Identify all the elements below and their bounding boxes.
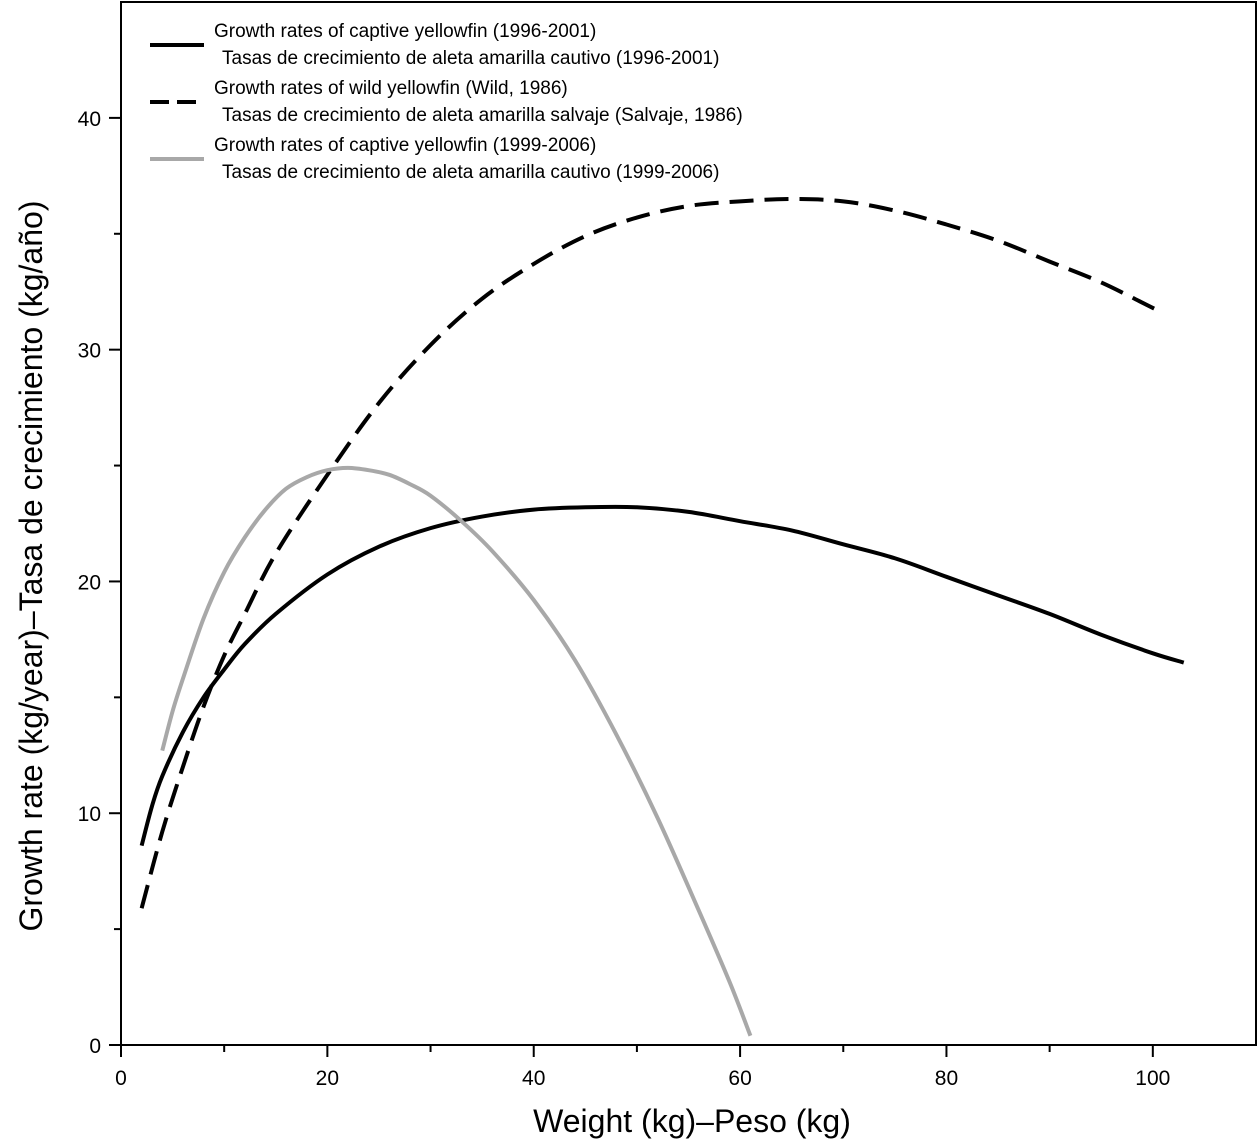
legend-label-en-3: Growth rates of captive yellowfin (1999-… <box>214 135 596 156</box>
y-axis-ticks: 0 10 20 30 40 <box>78 108 121 1058</box>
plot-area-frame <box>120 1 1257 1046</box>
y-tick-label: 30 <box>78 340 101 363</box>
legend-label-en-2: Growth rates of wild yellowfin (Wild, 19… <box>214 78 568 99</box>
series-lines <box>139 197 1185 1037</box>
x-tick-label: 40 <box>522 1067 545 1090</box>
x-tick-label: 20 <box>316 1067 339 1090</box>
y-tick-label: 0 <box>89 1035 101 1058</box>
legend-label-es-1: Tasas de crecimiento de aleta amarilla c… <box>222 48 719 69</box>
x-tick-label: 60 <box>728 1067 751 1090</box>
x-tick-label: 80 <box>935 1067 958 1090</box>
legend-label-en-1: Growth rates of captive yellowfin (1996-… <box>214 21 596 42</box>
legend-label-es-3: Tasas de crecimiento de aleta amarilla c… <box>222 162 719 183</box>
y-tick-label: 10 <box>78 803 101 826</box>
y-tick-label: 40 <box>78 108 101 131</box>
series-line-1 <box>139 504 1185 847</box>
series-line-3 <box>160 465 753 1037</box>
y-axis-title: Growth rate (kg/year)–Tasa de crecimient… <box>13 201 49 932</box>
x-axis-title: Weight (kg)–Peso (kg) <box>533 1103 851 1139</box>
legend: Growth rates of captive yellowfin (1996-… <box>150 21 743 183</box>
x-axis-ticks: 0 20 40 60 80 100 <box>115 1045 1170 1090</box>
x-tick-label: 0 <box>115 1067 127 1090</box>
y-tick-label: 20 <box>78 571 101 594</box>
legend-label-es-2: Tasas de crecimiento de aleta amarilla s… <box>222 105 743 126</box>
series-line-2 <box>139 197 1164 909</box>
x-tick-label: 100 <box>1135 1067 1170 1090</box>
